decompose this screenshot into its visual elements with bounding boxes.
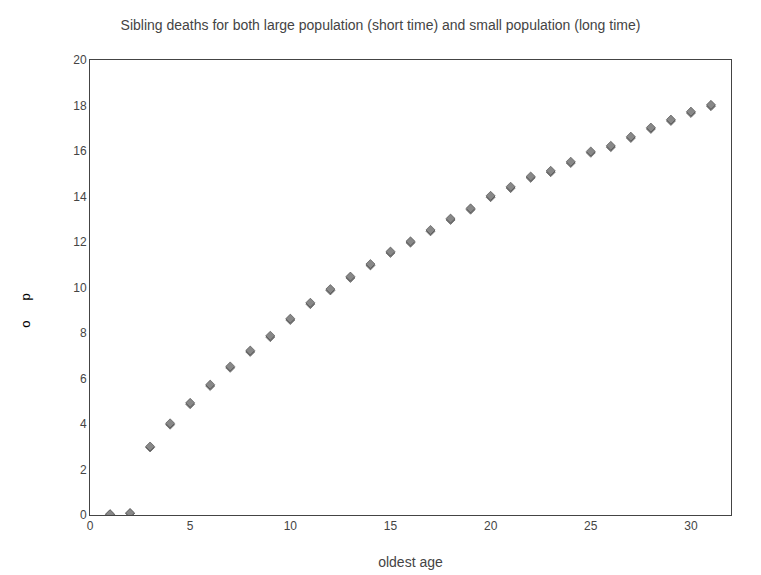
svg-text:10: 10 (284, 519, 298, 533)
svg-text:14: 14 (73, 190, 87, 204)
svg-text:Sibling deaths for both large: Sibling deaths for both large population… (121, 17, 641, 33)
svg-text:15: 15 (384, 519, 398, 533)
svg-text:25: 25 (584, 519, 598, 533)
svg-text:10: 10 (73, 281, 87, 295)
svg-text:5: 5 (187, 519, 194, 533)
svg-text:0: 0 (80, 508, 87, 522)
svg-text:16: 16 (73, 144, 87, 158)
svg-text:4: 4 (80, 417, 87, 431)
svg-text:12: 12 (73, 235, 87, 249)
svg-text:30: 30 (684, 519, 698, 533)
svg-text:p: p (18, 293, 33, 300)
svg-text:oldest age: oldest age (378, 554, 443, 570)
svg-text:o: o (18, 321, 33, 328)
svg-text:8: 8 (80, 326, 87, 340)
svg-text:20: 20 (73, 53, 87, 67)
svg-text:2: 2 (80, 463, 87, 477)
svg-text:20: 20 (484, 519, 498, 533)
svg-text:0: 0 (87, 519, 94, 533)
svg-text:6: 6 (80, 372, 87, 386)
svg-text:18: 18 (73, 99, 87, 113)
